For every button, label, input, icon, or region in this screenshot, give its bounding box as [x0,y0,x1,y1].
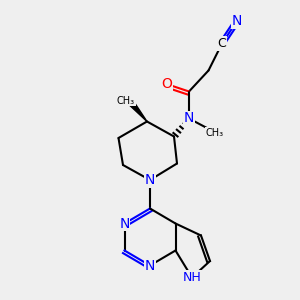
Text: N: N [232,14,242,28]
Text: N: N [145,173,155,187]
Text: CH₃: CH₃ [117,95,135,106]
Text: N: N [145,259,155,272]
Text: N: N [184,112,194,125]
Text: NH: NH [183,271,201,284]
Polygon shape [128,100,147,122]
Text: C: C [218,37,226,50]
Text: O: O [161,77,172,91]
Text: N: N [119,217,130,230]
Text: CH₃: CH₃ [206,128,224,138]
